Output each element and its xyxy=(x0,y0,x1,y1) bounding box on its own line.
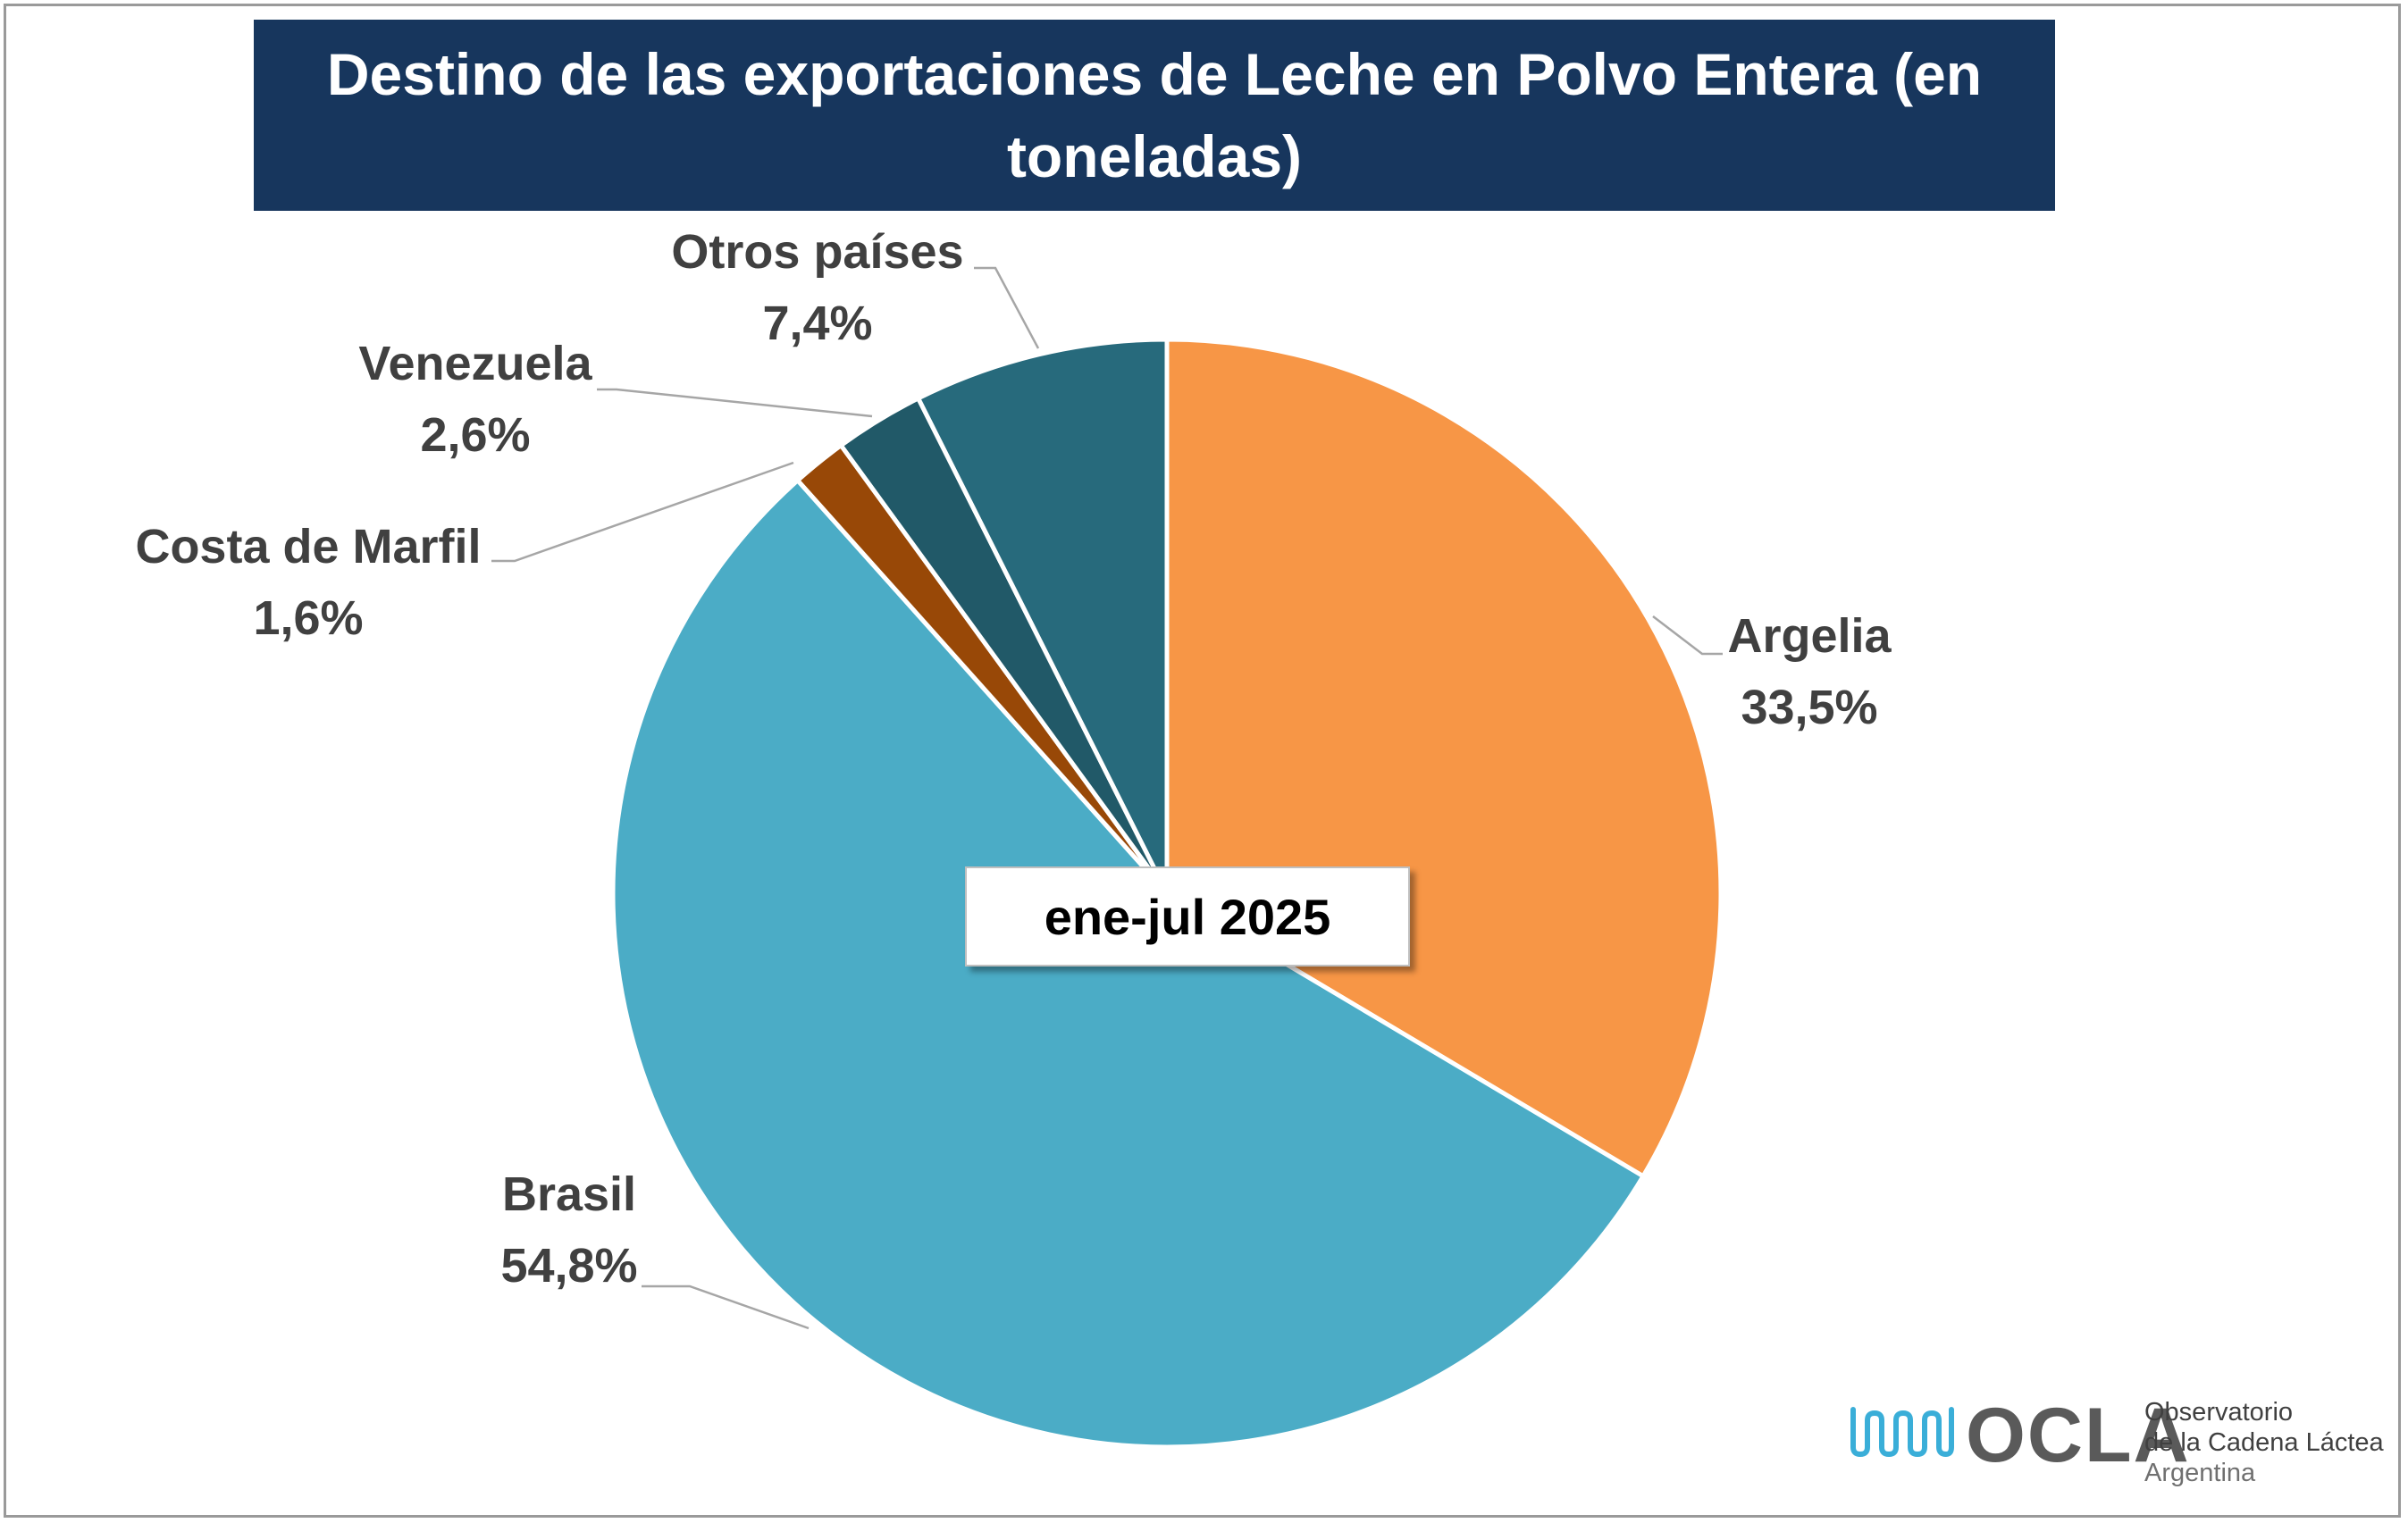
leader-line xyxy=(491,461,794,563)
slice-name-label: Brasil xyxy=(502,1167,636,1221)
slice-name-label: Costa de Marfil xyxy=(135,520,481,573)
slice-value-label: 1,6% xyxy=(253,591,363,645)
leader-line xyxy=(1652,615,1723,656)
ocla-logo: OCLA Observatorio de la Cadena Láctea Ar… xyxy=(1848,1392,2402,1499)
leader-lines xyxy=(491,266,1723,1330)
waves-icon xyxy=(1850,1407,1954,1458)
logo-brand: OCLA xyxy=(1966,1393,2191,1478)
pie-slice-argelia xyxy=(1164,337,1724,1179)
slice-name-label: Argelia xyxy=(1727,609,1892,663)
leader-line xyxy=(974,266,1040,349)
period-annotation: ene-jul 2025 xyxy=(965,866,1410,967)
slice-labels: Argelia 33,5% Brasil 54,8% Costa de Marfil 1,… xyxy=(135,225,1892,1293)
slice-value-label: 33,5% xyxy=(1741,681,1877,734)
leader-line xyxy=(597,388,873,418)
logo-line-1: Observatorio xyxy=(2144,1398,2294,1427)
slice-name-label: Venezuela xyxy=(358,337,592,390)
logo-line-3: Argentina xyxy=(2144,1459,2256,1487)
slice-value-label: 2,6% xyxy=(420,408,530,462)
leader-line xyxy=(642,1285,810,1330)
slice-name-label: Otros países xyxy=(671,225,963,279)
logo-line-2: de la Cadena Láctea xyxy=(2144,1428,2384,1457)
slice-value-label: 54,8% xyxy=(500,1239,637,1293)
pie-slice-otros-países xyxy=(916,337,1170,896)
chart-title: Destino de las exportaciones de Leche en… xyxy=(254,20,2055,211)
slice-value-label: 7,4% xyxy=(762,297,872,350)
logo-subtitle: Observatorio de la Cadena Láctea Argenti… xyxy=(2144,1397,2384,1488)
